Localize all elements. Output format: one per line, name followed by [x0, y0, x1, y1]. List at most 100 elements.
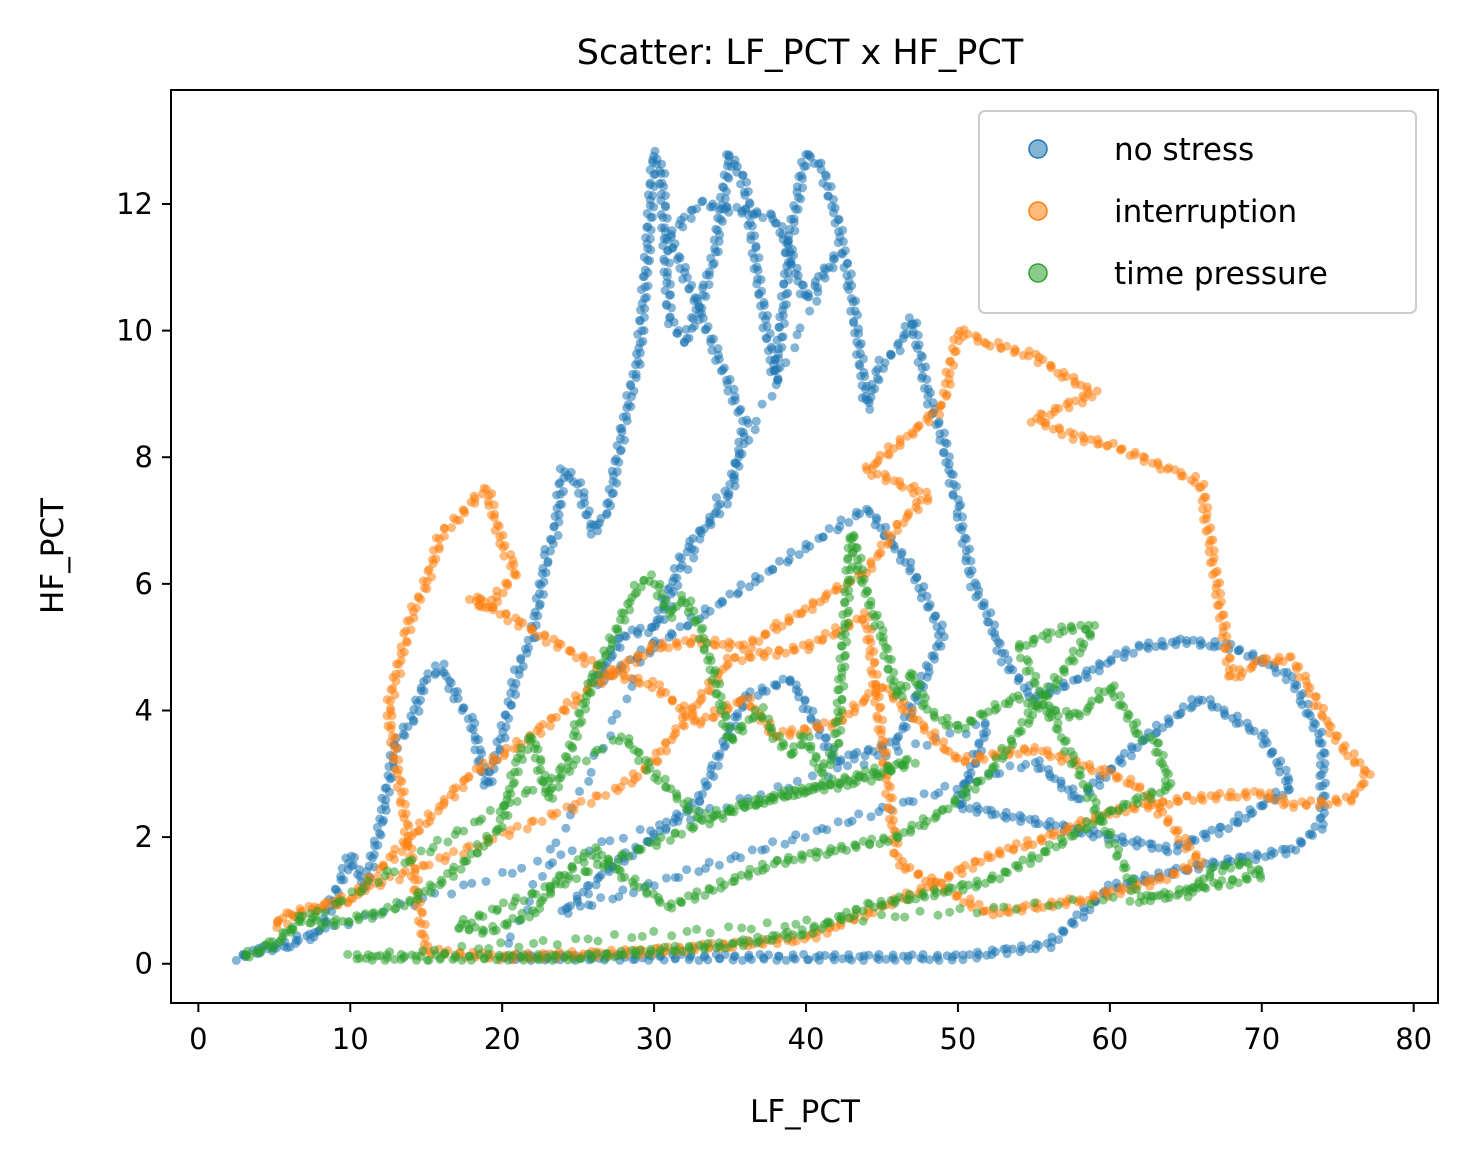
data-point	[779, 930, 789, 940]
data-point	[647, 639, 657, 649]
data-point	[541, 637, 551, 647]
data-point	[714, 236, 724, 246]
data-point	[637, 931, 647, 941]
data-point	[673, 641, 683, 651]
data-point	[906, 483, 916, 493]
data-point	[1156, 890, 1166, 900]
data-point	[627, 945, 637, 955]
data-point	[955, 904, 965, 914]
data-point	[386, 685, 396, 695]
data-point	[562, 752, 572, 762]
data-point	[881, 642, 891, 652]
data-point	[1097, 812, 1107, 822]
data-point	[496, 938, 506, 948]
data-point	[989, 902, 999, 912]
data-point	[575, 786, 584, 796]
data-point	[567, 862, 577, 872]
data-point	[979, 754, 989, 764]
data-point	[626, 381, 636, 391]
data-point	[661, 737, 671, 747]
data-point	[495, 807, 505, 817]
data-point	[517, 863, 527, 873]
data-point	[968, 863, 978, 873]
data-point	[789, 214, 799, 224]
data-point	[951, 891, 961, 901]
data-point	[983, 850, 993, 860]
data-point	[900, 912, 910, 922]
data-point	[867, 379, 877, 389]
data-point	[444, 676, 454, 686]
data-point	[705, 606, 715, 616]
data-point	[833, 707, 843, 717]
data-point	[973, 590, 983, 600]
data-point	[647, 570, 656, 580]
data-point	[667, 303, 676, 313]
data-point	[660, 169, 670, 178]
data-point	[682, 334, 692, 344]
data-point	[643, 222, 653, 232]
data-point	[798, 704, 808, 714]
data-point	[822, 850, 832, 860]
data-point	[755, 647, 765, 657]
data-point	[970, 784, 980, 794]
data-point	[261, 940, 271, 950]
data-point	[477, 928, 487, 938]
data-point	[836, 725, 846, 735]
data-point	[1278, 844, 1287, 854]
data-point	[804, 732, 814, 742]
data-point	[645, 234, 655, 244]
data-point	[1053, 718, 1063, 728]
data-point	[633, 356, 643, 366]
data-point	[1140, 453, 1150, 462]
data-point	[754, 289, 764, 299]
data-point	[855, 509, 865, 519]
data-point	[531, 889, 541, 899]
data-point	[875, 450, 885, 460]
data-point	[716, 692, 726, 702]
data-point	[439, 659, 449, 669]
data-point	[828, 952, 838, 962]
data-point	[714, 860, 724, 870]
data-point	[1359, 770, 1369, 780]
data-point	[353, 869, 363, 879]
data-point	[1165, 717, 1174, 727]
data-point	[1089, 805, 1099, 815]
data-point	[722, 379, 732, 389]
data-point	[667, 931, 677, 941]
data-point	[551, 838, 561, 848]
data-point	[752, 279, 762, 289]
data-point	[963, 329, 973, 339]
data-point	[562, 697, 572, 707]
x-tick-label: 30	[636, 1022, 673, 1056]
x-tick-label: 60	[1091, 1022, 1128, 1056]
data-point	[696, 719, 705, 729]
data-point	[1317, 727, 1327, 737]
data-point	[1075, 794, 1085, 804]
data-point	[578, 699, 588, 709]
data-point	[1224, 824, 1233, 834]
data-point	[844, 953, 854, 963]
data-point	[659, 182, 668, 192]
data-point	[487, 489, 497, 499]
data-point	[1341, 792, 1351, 802]
data-point	[1056, 783, 1066, 793]
data-point	[826, 182, 836, 192]
data-point	[498, 898, 508, 908]
data-point	[753, 866, 763, 876]
data-point	[1214, 829, 1224, 839]
data-point	[401, 809, 411, 819]
data-point	[1262, 654, 1272, 664]
data-point	[581, 756, 591, 766]
data-point	[839, 263, 849, 272]
data-point	[555, 464, 565, 474]
data-point	[945, 368, 955, 378]
chart-title: Scatter: LF_PCT x HF_PCT	[577, 33, 1024, 73]
data-point	[581, 510, 591, 520]
data-point	[737, 923, 747, 933]
data-point	[780, 247, 790, 257]
data-point	[416, 846, 426, 856]
data-point	[516, 655, 526, 665]
data-point	[774, 344, 784, 354]
data-point	[1015, 947, 1025, 957]
data-point	[562, 802, 572, 812]
